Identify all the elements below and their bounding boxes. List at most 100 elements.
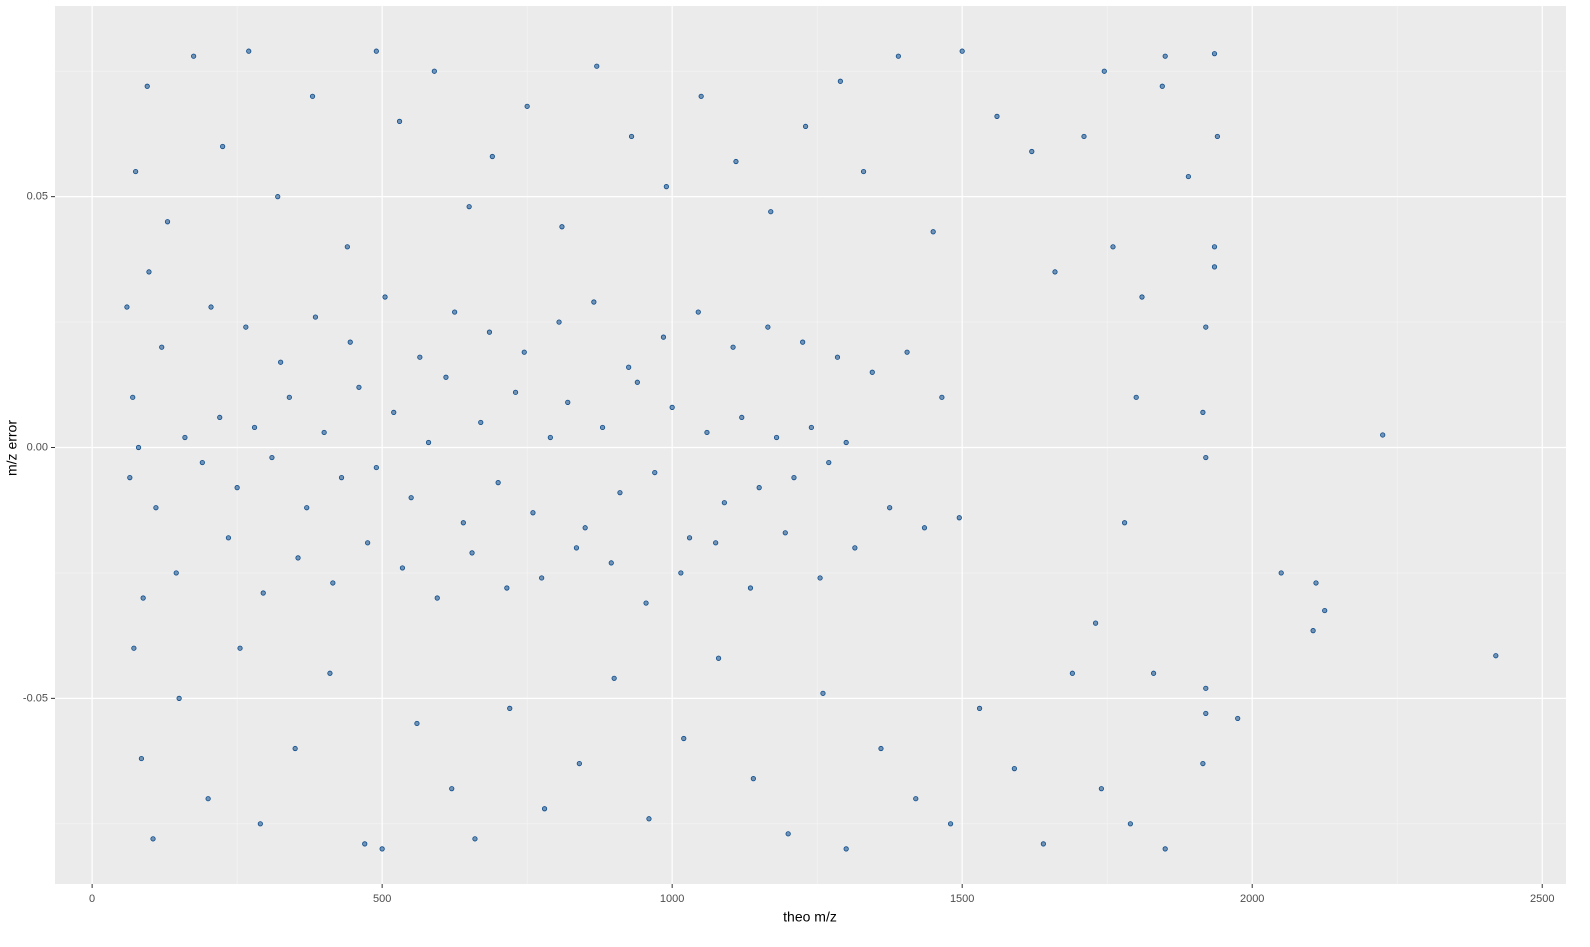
point [164,219,171,225]
point [939,394,945,400]
point [521,349,527,355]
point [591,299,597,305]
point [782,530,788,536]
point [275,194,281,200]
point [1162,53,1168,59]
point [843,439,849,446]
point [1493,653,1499,659]
point [930,229,936,235]
point [713,540,719,546]
point [391,409,397,415]
point [594,63,600,69]
point [408,495,414,501]
point [304,505,310,511]
point [756,485,762,491]
point [414,720,420,727]
point [698,93,704,99]
point [1150,670,1157,676]
point [808,424,814,431]
point [344,244,350,250]
point [559,224,565,230]
point [237,645,243,651]
point [652,469,658,476]
point [199,459,205,466]
point [1322,607,1328,614]
point [382,294,388,300]
point [599,424,606,431]
point [431,68,437,74]
point [286,394,292,400]
point [852,545,858,551]
point [817,575,823,581]
point [582,525,588,531]
point [524,103,530,109]
y-axis-title: m/z error [4,420,20,476]
point [1029,148,1035,155]
point [715,655,722,661]
point [208,304,214,310]
point [791,475,797,481]
point [330,580,336,586]
point [721,500,727,506]
point [1211,264,1218,270]
point [260,590,266,596]
point [843,846,849,852]
point [362,841,368,847]
point [686,535,693,541]
point [1162,846,1168,852]
point [182,434,188,441]
point [504,585,510,591]
point [646,816,652,822]
point [739,414,745,421]
y-tick-label: -0.05 [23,692,48,704]
point [617,490,623,496]
point [373,464,379,471]
x-axis-title: theo m/z [783,909,837,925]
point [205,796,211,802]
point [425,439,432,446]
point [173,570,179,576]
point [750,776,756,782]
point [800,339,806,345]
point [733,158,739,165]
point [379,846,385,852]
point [292,745,298,752]
point [904,349,910,355]
point [1211,51,1218,57]
point [541,806,548,812]
point [135,444,142,451]
point [251,424,258,431]
point [663,184,669,190]
point [530,510,536,516]
point [921,525,928,531]
point [826,459,832,466]
point [820,690,826,696]
point [1214,133,1220,140]
point [512,389,519,395]
point [1200,409,1206,415]
point [956,515,962,521]
point [547,434,553,441]
point [1052,269,1058,275]
point [489,153,495,160]
point [1121,520,1128,526]
point [678,570,684,576]
point [1098,786,1104,792]
point [660,334,667,340]
point [947,821,954,827]
point [269,454,275,461]
point [159,344,165,350]
point [396,118,403,124]
point [1133,394,1139,400]
point [785,831,791,837]
y-tick-label: 0.05 [27,191,48,203]
point [887,505,893,511]
point [834,354,841,360]
point [507,705,513,712]
point [399,565,406,571]
point [860,168,867,175]
point [1159,83,1165,89]
x-tick-label: 500 [373,893,391,905]
point [140,595,146,601]
